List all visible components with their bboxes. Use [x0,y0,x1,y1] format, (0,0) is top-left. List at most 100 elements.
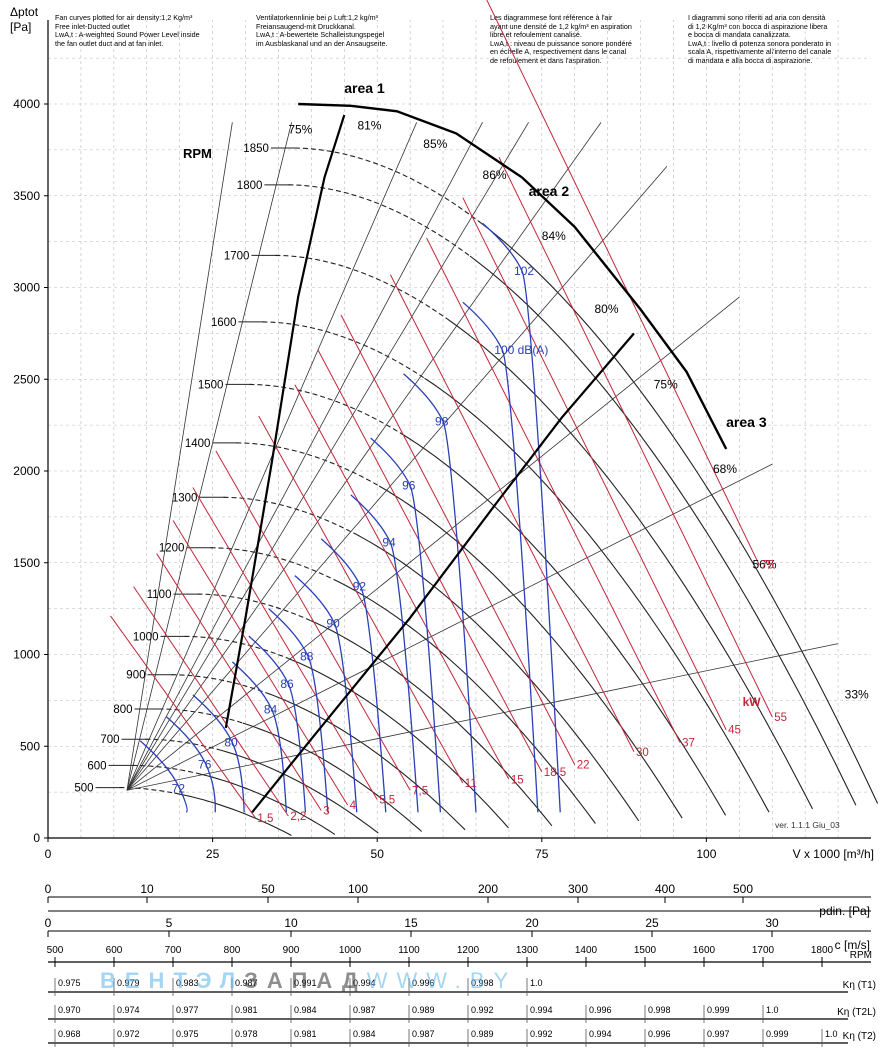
sound-level-curve [462,301,539,813]
pdin-scale-tick-label: 300 [568,882,588,896]
y-axis-title-line1: Δptot [10,5,39,19]
rpm-scale-tick-label: 500 [47,945,64,956]
sound-level-curve [294,575,358,813]
efficiency-ray [126,122,529,791]
sound-level-label: 90 [326,616,340,630]
power-line [426,237,681,743]
power-label: 18,5 [544,767,566,779]
watermark-part-1: ВЕНТЭЛ [100,968,245,993]
pdin-scale-tick-label: 100 [348,882,368,896]
sound-level-curve [192,694,245,813]
rpm-curve-label: 1850 [243,143,269,155]
power-line [486,0,760,565]
x-tick-label: 50 [371,847,385,861]
k-factor-value: 0.994 [589,1029,612,1039]
power-line [317,349,543,773]
sound-level-label: 86 [280,677,294,691]
sound-level-curve [166,716,216,813]
efficiency-label: 56% [752,557,776,571]
k-factor-value: 0.978 [235,1029,258,1039]
area-label: area 2 [529,183,570,199]
power-label: 75 [761,560,774,572]
watermark: ВЕНТЭЛЗАПАДWWW.BY [100,968,517,994]
rpm-curve [469,255,857,806]
power-label: 37 [682,738,695,750]
velocity-scale-tick-label: 25 [645,916,659,930]
sound-level-curve [482,222,561,813]
k-factor-value: 0.987 [412,1029,435,1039]
power-line [110,615,256,819]
rpm-scale-tick-label: 600 [106,945,123,956]
sound-level-label: 100 dB(A) [494,343,548,357]
k-factor-value: 0.979 [117,978,140,988]
k-factor-value: 0.968 [58,1029,81,1039]
sound-level-label: 72 [172,781,186,795]
k-factor-value: 0.983 [176,978,199,988]
rpm-curve-label: 1600 [211,317,237,329]
version-label: ver. 1.1.1 Giu_03 [775,820,840,830]
efficiency-ray [126,166,668,791]
sound-level-curve [370,437,442,813]
rpm-curve-dashed [275,254,448,320]
rpm-curve-label: 1300 [172,492,198,504]
power-line [294,384,510,780]
power-line [498,156,773,718]
k-factor-value: 0.975 [58,978,81,988]
rpm-curve-dashed [210,547,334,580]
power-label: 1,5 [257,813,273,825]
pdin-scale-tick-label: 0 [45,882,52,896]
velocity-scale-tick-label: 30 [765,916,779,930]
rpm-scale-tick-label: 1000 [339,945,362,956]
x-tick-label: 100 [696,847,716,861]
power-line [258,415,464,784]
sound-level-curve [139,740,188,813]
chart-labels: 500 600 700 800 900 1000 1100 1200 1300 1400 1500 1… [74,80,869,825]
efficiency-label: 80% [594,302,618,316]
k-factor-value: 0.977 [176,1005,199,1015]
efficiency-ray [126,122,602,791]
power-line [462,197,727,730]
k-factor-value: 0.992 [530,1029,553,1039]
rpm-curve-label: 1000 [133,631,159,643]
header-text-de: Ventilatorkennlinie bei ρ Luft:1,2 kg/m³… [256,13,388,48]
operating-limit-curve [298,102,728,450]
chart-curves [95,0,879,836]
rpm-curve [424,377,770,813]
power-line [133,586,289,817]
pdin-scale-tick-label: 200 [478,882,498,896]
k-factor-value: 0.975 [176,1029,199,1039]
rpm-scale-tick-label: 800 [224,945,241,956]
k-factor-value: 0.994 [530,1005,553,1015]
power-label: 55 [774,712,787,724]
rpm-curve [310,620,553,827]
sound-level-curve [403,373,477,813]
power-label: 3 [323,805,329,817]
efficiency-ray [126,122,483,791]
sound-level-label: 80 [224,736,238,750]
k-factor-value: 0.997 [707,1029,730,1039]
power-label: 30 [636,747,649,759]
rpm-curve-dashed [223,496,357,535]
power-unit-label: kW [743,695,762,709]
power-label: 2,2 [290,811,306,823]
k-factor-value: 0.999 [766,1029,789,1039]
rpm-curve-dashed [184,635,289,659]
y-tick-label: 1000 [13,648,40,662]
rpm-curve [287,657,509,829]
velocity-scale-tick-label: 5 [166,916,173,930]
k-factor-value: 0.972 [117,1029,140,1039]
k-factor-value: 0.970 [58,1005,81,1015]
chart-axes: 0 25 50 75 100050010001500200025003000350040… [13,20,871,861]
power-label: 11 [465,778,477,790]
power-line [215,450,411,791]
sound-level-curve [248,635,307,813]
k-factor-value: 0.987 [353,1005,376,1015]
rpm-scale-tick-label: 1700 [752,945,775,956]
sound-level-curve [320,538,387,813]
rpm-scale-tick-label: 1200 [457,945,480,956]
y-tick-label: 2500 [13,372,40,386]
efficiency-label: 84% [542,229,566,243]
k-factor-value: 0.989 [471,1029,494,1039]
rpm-scale-tick-label: 1300 [516,945,539,956]
power-line [156,553,322,811]
